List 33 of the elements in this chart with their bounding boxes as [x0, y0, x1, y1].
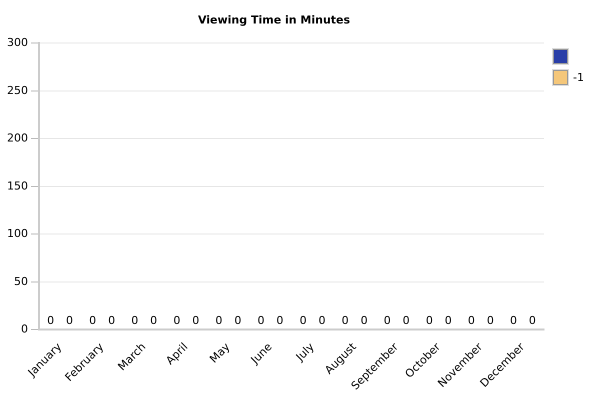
data-label: 0 [108, 314, 116, 328]
data-label: 0 [402, 314, 410, 328]
data-label: 0 [173, 314, 180, 328]
data-label: 0 [384, 314, 391, 328]
legend-label: -1 [573, 70, 584, 84]
y-tick-label: 200 [6, 132, 28, 145]
chart-title: Viewing Time in Minutes [198, 13, 351, 26]
data-label: 0 [131, 314, 138, 328]
data-label: 0 [342, 314, 349, 328]
data-label: 0 [257, 314, 264, 328]
data-label: 0 [47, 314, 54, 328]
data-label: 0 [215, 314, 222, 328]
y-tick-label: 50 [14, 274, 28, 288]
data-label: 0 [468, 314, 475, 328]
y-tick-label: 300 [6, 36, 28, 50]
data-label: 0 [510, 314, 517, 328]
data-label: 0 [89, 314, 96, 328]
data-label: 0 [150, 314, 158, 328]
data-label: 0 [528, 314, 536, 328]
data-label: 0 [360, 314, 368, 328]
y-tick-label: 150 [6, 179, 28, 192]
data-label: 0 [300, 314, 307, 328]
data-label: 0 [276, 314, 284, 328]
data-label: 0 [444, 314, 452, 328]
data-label: 0 [192, 314, 200, 328]
y-tick-label: 0 [20, 322, 28, 336]
y-tick-label: 250 [6, 84, 28, 97]
data-label: 0 [426, 314, 433, 328]
y-tick-label: 100 [6, 227, 28, 240]
data-label: 0 [234, 314, 242, 328]
data-label: 0 [66, 314, 74, 328]
data-label: 0 [318, 314, 326, 328]
data-label: 0 [486, 314, 494, 328]
